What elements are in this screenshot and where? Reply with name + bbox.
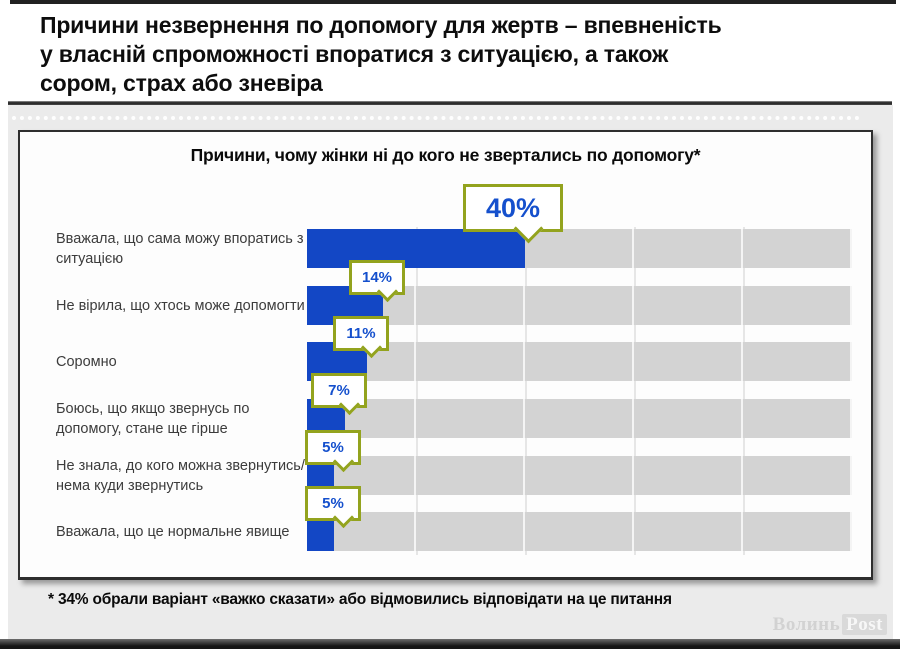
value-callout: 11%: [333, 316, 389, 359]
header: Причини незвернення по допомогу для жерт…: [40, 11, 740, 98]
gridline: [525, 227, 527, 555]
value-label: 11%: [346, 325, 376, 342]
chart-title: Причини, чому жінки ні до кого не зверта…: [190, 145, 701, 165]
value-callout: 5%: [305, 430, 361, 473]
value-callout: 14%: [349, 260, 405, 303]
category-label: Соромно: [56, 353, 117, 370]
watermark-logo: Волинь Post: [773, 614, 887, 636]
bar-track: [307, 456, 852, 495]
category-label: Не знала, до кого можна звернутись/нема …: [56, 457, 305, 494]
category-label: Вважала, що сама можу впоратись з ситуац…: [56, 230, 304, 267]
gridline: [634, 227, 636, 555]
bar-track: [307, 399, 852, 438]
category-label: Не вірила, що хтось може допомогти: [56, 297, 305, 314]
slide-area: Причини, чому жінки ні до кого не зверта…: [8, 105, 893, 639]
value-bar: [307, 229, 525, 268]
top-strip: [10, 0, 896, 4]
bar-track: [307, 342, 852, 381]
gridline: [743, 227, 745, 555]
page-title: Причини незвернення по допомогу для жерт…: [40, 12, 722, 96]
category-label: Боюсь, що якщо звернусь по допомогу, ста…: [56, 400, 250, 437]
value-label: 5%: [322, 495, 344, 512]
category-label: Вважала, що це нормальне явище: [56, 523, 290, 540]
bar-track: [307, 512, 852, 551]
perforation-line: [12, 116, 860, 120]
header-divider: [8, 101, 892, 105]
watermark-text-post: Post: [842, 614, 887, 635]
value-callout: 7%: [311, 373, 367, 416]
bottom-bar: [0, 639, 900, 649]
chart-panel: Причини, чому жінки ні до кого не зверта…: [18, 130, 873, 580]
value-callout: 5%: [305, 486, 361, 529]
value-label: 7%: [328, 382, 350, 399]
footnote: * 34% обрали варіант «важко сказати» або…: [48, 591, 672, 608]
value-callout: 40%: [463, 184, 563, 244]
watermark-text-volyn: Волинь: [772, 614, 841, 635]
gridline: [416, 227, 418, 555]
value-label: 14%: [361, 269, 393, 286]
value-label: 5%: [322, 439, 344, 456]
